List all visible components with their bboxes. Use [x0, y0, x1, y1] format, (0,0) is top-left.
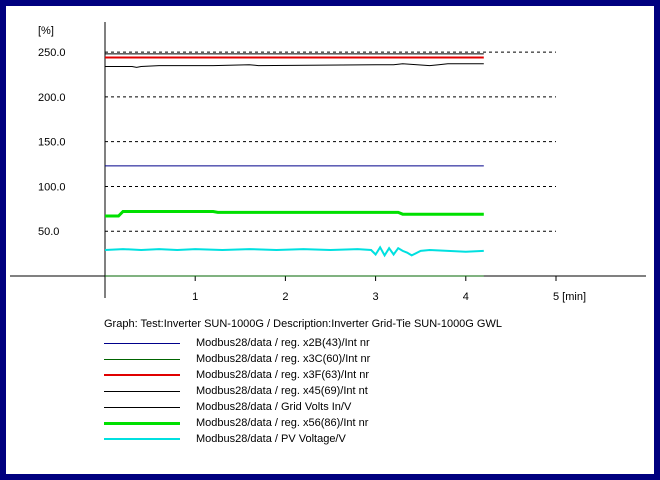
- y-tick-label: 250.0: [38, 47, 66, 59]
- legend-item: Modbus28/data / reg. x2B(43)/Int nr: [104, 336, 524, 352]
- y-tick-label: 200.0: [38, 92, 66, 104]
- legend-label: Modbus28/data / Grid Volts In/V: [196, 401, 352, 413]
- x-tick-label: 2: [282, 291, 288, 303]
- series-line-5: [105, 63, 484, 68]
- legend-item: Modbus28/data / PV Voltage/V: [104, 432, 524, 448]
- legend-item: Modbus28/data / reg. x45(69)/Int nt: [104, 384, 524, 400]
- y-tick-label: 150.0: [38, 137, 66, 149]
- x-tick-label: 1: [192, 291, 198, 303]
- legend-label: Modbus28/data / reg. x3C(60)/Int nr: [196, 353, 371, 365]
- y-tick-label: 100.0: [38, 181, 66, 193]
- line-chart: [%] 50.0 100.0 150.0 200.0 250.0 1 2 3 4 5 [min]: [10, 22, 646, 303]
- legend-swatch: [104, 359, 180, 360]
- legend-label: Modbus28/data / reg. x3F(63)/Int nr: [196, 369, 370, 381]
- x-tick-label: 5 [min]: [553, 291, 586, 303]
- legend-swatch: [104, 422, 180, 425]
- y-tick-label: 50.0: [38, 226, 59, 238]
- legend-item: Modbus28/data / Grid Volts In/V: [104, 400, 524, 416]
- legend-swatch: [104, 407, 180, 408]
- legend-item: Modbus28/data / reg. x56(86)/Int nr: [104, 416, 524, 432]
- x-tick-label: 4: [463, 291, 469, 303]
- legend-label: Modbus28/data / PV Voltage/V: [196, 433, 346, 445]
- series-line-7: [104, 245, 484, 258]
- legend-swatch: [104, 343, 180, 344]
- legend-item: Modbus28/data / reg. x3F(63)/Int nr: [104, 368, 524, 384]
- y-axis-label: [%]: [38, 25, 54, 37]
- legend-label: Modbus28/data / reg. x45(69)/Int nt: [196, 385, 368, 397]
- legend-label: Modbus28/data / reg. x2B(43)/Int nr: [196, 337, 370, 349]
- legend-item: Modbus28/data / reg. x3C(60)/Int nr: [104, 352, 524, 368]
- legend: Modbus28/data / reg. x2B(43)/Int nr Modbu…: [104, 336, 524, 448]
- x-tick-label: 3: [373, 291, 379, 303]
- legend-swatch: [104, 438, 180, 440]
- chart-panel: [%] 50.0 100.0 150.0 200.0 250.0 1 2 3 4 5 [min] G…: [6, 6, 654, 474]
- legend-swatch: [104, 391, 180, 392]
- graph-description: Graph: Test:Inverter SUN-1000G / Descrip…: [104, 318, 502, 330]
- series-line-6: [105, 210, 484, 218]
- legend-label: Modbus28/data / reg. x56(86)/Int nr: [196, 417, 369, 429]
- legend-swatch: [104, 374, 180, 376]
